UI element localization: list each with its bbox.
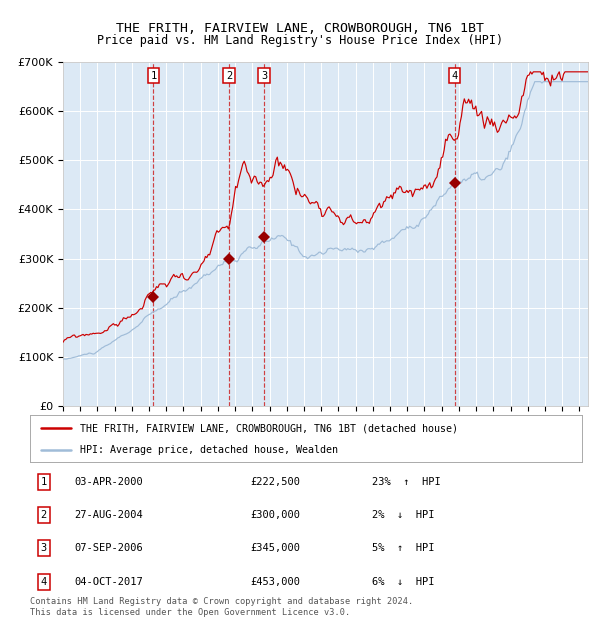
Text: 23%  ↑  HPI: 23% ↑ HPI [372, 477, 441, 487]
Text: 4: 4 [41, 577, 47, 587]
Text: Contains HM Land Registry data © Crown copyright and database right 2024.
This d: Contains HM Land Registry data © Crown c… [30, 598, 413, 617]
Text: £345,000: £345,000 [251, 543, 301, 553]
Text: £300,000: £300,000 [251, 510, 301, 520]
Text: £222,500: £222,500 [251, 477, 301, 487]
Text: 2%  ↓  HPI: 2% ↓ HPI [372, 510, 435, 520]
Text: 3: 3 [261, 71, 268, 81]
Text: 2: 2 [41, 510, 47, 520]
Text: 5%  ↑  HPI: 5% ↑ HPI [372, 543, 435, 553]
Text: 6%  ↓  HPI: 6% ↓ HPI [372, 577, 435, 587]
Text: 1: 1 [150, 71, 157, 81]
Text: THE FRITH, FAIRVIEW LANE, CROWBOROUGH, TN6 1BT (detached house): THE FRITH, FAIRVIEW LANE, CROWBOROUGH, T… [80, 423, 458, 433]
Text: 07-SEP-2006: 07-SEP-2006 [74, 543, 143, 553]
Text: THE FRITH, FAIRVIEW LANE, CROWBOROUGH, TN6 1BT: THE FRITH, FAIRVIEW LANE, CROWBOROUGH, T… [116, 22, 484, 35]
Text: 3: 3 [41, 543, 47, 553]
Text: 03-APR-2000: 03-APR-2000 [74, 477, 143, 487]
Text: 27-AUG-2004: 27-AUG-2004 [74, 510, 143, 520]
Text: Price paid vs. HM Land Registry's House Price Index (HPI): Price paid vs. HM Land Registry's House … [97, 34, 503, 47]
Text: HPI: Average price, detached house, Wealden: HPI: Average price, detached house, Weal… [80, 445, 338, 455]
Text: 4: 4 [452, 71, 458, 81]
Text: 04-OCT-2017: 04-OCT-2017 [74, 577, 143, 587]
Text: 1: 1 [41, 477, 47, 487]
Text: £453,000: £453,000 [251, 577, 301, 587]
Text: 2: 2 [226, 71, 232, 81]
